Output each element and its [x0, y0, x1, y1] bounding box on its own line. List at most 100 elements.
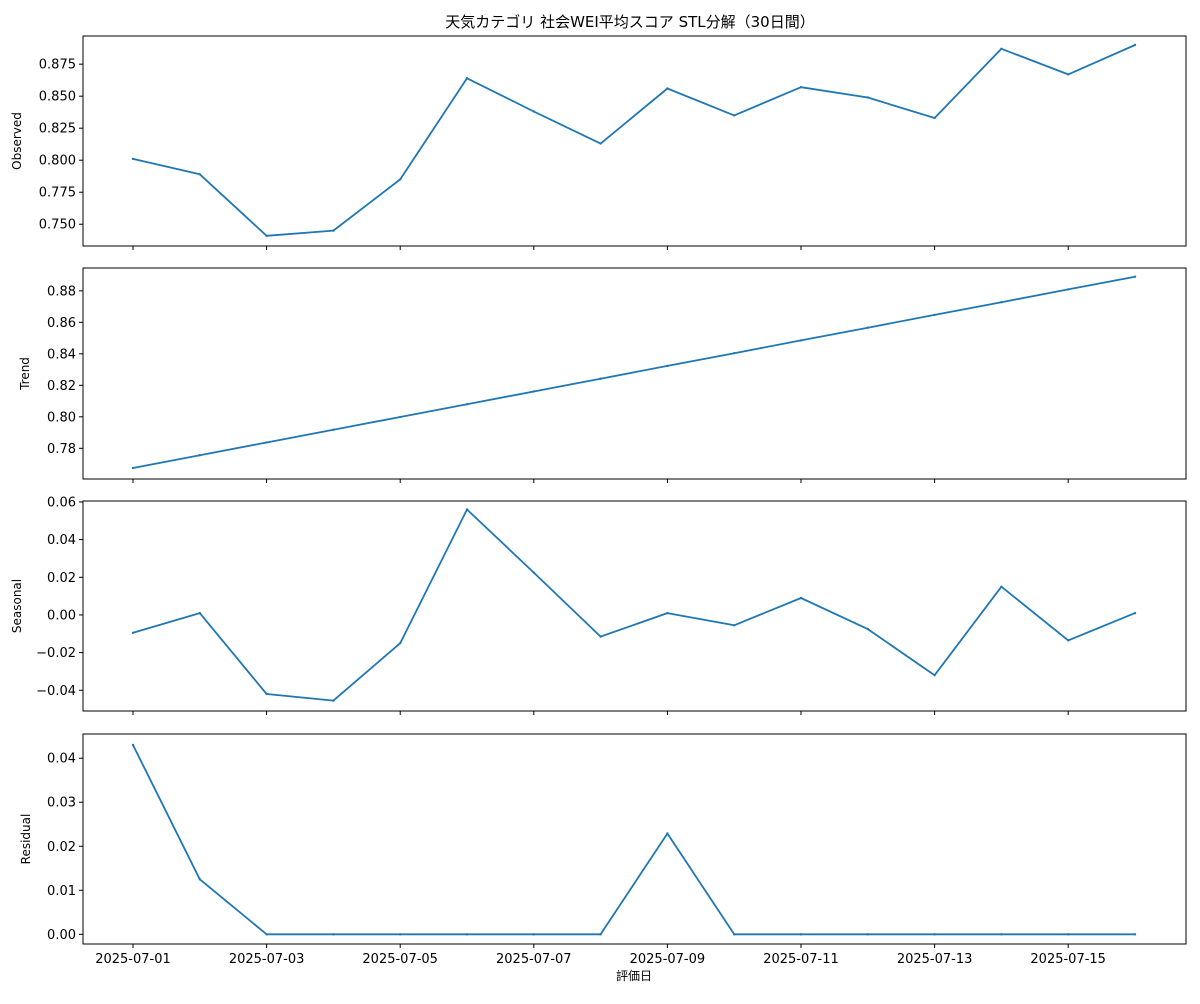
data-point [799, 933, 803, 936]
x-tick-label: 2025-07-11 [763, 952, 839, 967]
y-tick-label: 0.02 [47, 840, 76, 855]
data-point [332, 933, 335, 936]
data-point [666, 611, 669, 615]
chart-title: 天気カテゴリ 社会WEI平均スコア STL分解（30日間） [445, 13, 814, 31]
data-point [599, 377, 602, 380]
x-tick-label: 2025-07-09 [630, 952, 706, 967]
data-point [933, 313, 936, 317]
panel-trend: 0.78 0.80 0.82 0.84 0.86 0.88 Trend [18, 267, 1187, 483]
data-point [1000, 933, 1003, 936]
data-point [131, 157, 135, 161]
data-point [1133, 275, 1137, 278]
data-point [198, 173, 201, 176]
y-axis-label: Trend [18, 357, 32, 391]
data-point [799, 339, 803, 342]
y-tick-label: 0.03 [47, 796, 76, 811]
x-tick-label: 2025-07-05 [362, 952, 438, 967]
y-tick-label: 0.00 [47, 928, 76, 943]
data-point [465, 933, 469, 936]
data-point [332, 229, 335, 232]
x-tick-label: 2025-07-01 [95, 952, 171, 967]
y-tick-label: 0.04 [47, 533, 76, 548]
data-point [1133, 43, 1137, 47]
data-point [1000, 47, 1003, 51]
data-point [666, 832, 669, 835]
data-point [198, 878, 201, 881]
data-point [933, 116, 936, 120]
y-tick-label: 0.825 [39, 122, 76, 137]
data-point [399, 178, 402, 181]
series-line-observed [132, 44, 1136, 237]
data-point [1067, 933, 1070, 936]
x-tick-label: 2025-07-03 [229, 952, 305, 967]
data-point [532, 390, 535, 393]
data-point [733, 624, 736, 627]
data-point [131, 466, 135, 470]
y-tick-label: 0.850 [39, 90, 76, 105]
data-point [799, 596, 803, 600]
data-point [1067, 288, 1070, 291]
data-point [733, 351, 736, 355]
data-point [532, 571, 535, 574]
data-point [866, 96, 869, 99]
panel-frame [82, 500, 1187, 712]
y-tick-label: 0.800 [39, 154, 76, 169]
x-tick-label: 2025-07-13 [897, 952, 973, 967]
data-point [399, 415, 402, 419]
data-point [1133, 933, 1137, 936]
data-point [599, 635, 602, 638]
data-point [666, 87, 669, 90]
series-line-trend [132, 275, 1136, 469]
data-point [465, 77, 469, 80]
panel-frame [82, 35, 1187, 247]
series-line-seasonal [132, 508, 1136, 702]
y-tick-label: 0.01 [47, 884, 76, 899]
y-tick-label: 0.04 [47, 752, 76, 767]
data-point [265, 692, 268, 696]
y-tick-label: 0.80 [47, 410, 76, 425]
y-tick-label: 0.875 [39, 58, 76, 73]
data-point [1000, 585, 1003, 588]
x-tick-label: 2025-07-07 [496, 952, 572, 967]
y-tick-label: 0.86 [47, 316, 76, 331]
data-point [933, 674, 936, 677]
data-point [933, 933, 936, 936]
data-point [198, 611, 201, 615]
data-point [332, 699, 335, 702]
data-point [532, 110, 535, 113]
data-point [532, 933, 535, 936]
data-point [599, 142, 602, 145]
data-point [399, 641, 402, 645]
y-axis-label: Observed [10, 112, 24, 170]
panel-frame [82, 733, 1187, 945]
series-line-residual [132, 744, 1135, 936]
y-tick-label: 0.88 [47, 284, 76, 299]
y-tick-label: 0.775 [39, 186, 76, 201]
x-axis-label: 評価日 [616, 968, 652, 983]
data-point [866, 627, 869, 631]
y-tick-label: 0.02 [47, 571, 76, 586]
y-tick-label: −0.02 [36, 646, 76, 661]
panel-observed: 0.750 0.775 0.800 0.825 0.850 0.875 Observed [10, 35, 1187, 250]
data-point [1000, 300, 1003, 304]
panel-frame [82, 267, 1187, 480]
data-point [265, 933, 268, 936]
y-tick-label: 0.00 [47, 608, 76, 623]
data-point [1133, 611, 1137, 615]
y-tick-label: 0.82 [47, 379, 76, 394]
data-point [866, 326, 869, 329]
y-tick-label: 0.750 [39, 218, 76, 233]
data-point [265, 234, 268, 237]
panel-residual: 0.00 0.01 0.02 0.03 0.04 2025-07-01 2025-07-03… [19, 733, 1187, 967]
data-point [198, 454, 201, 457]
x-tick-label: 2025-07-15 [1030, 952, 1106, 967]
data-point [265, 441, 268, 444]
y-tick-label: 0.06 [47, 495, 76, 510]
data-point [465, 403, 469, 406]
y-tick-label: 0.84 [47, 347, 76, 362]
data-point [866, 933, 869, 936]
y-tick-label: −0.04 [36, 684, 76, 699]
data-point [131, 743, 135, 747]
